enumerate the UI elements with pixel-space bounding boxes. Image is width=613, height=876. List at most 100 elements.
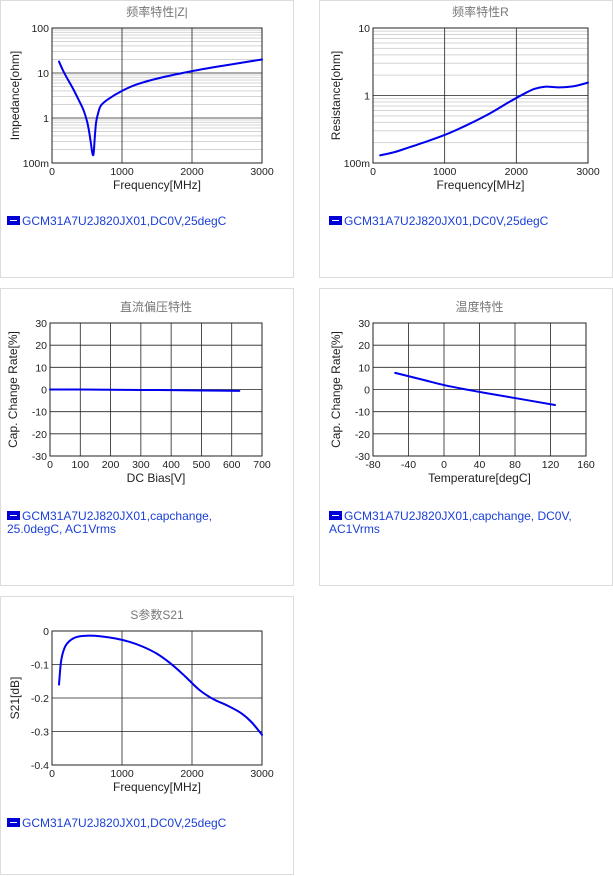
chart-title: 温度特性 xyxy=(455,299,503,314)
x-tick-label: -40 xyxy=(401,459,416,471)
y-tick-label: 10 xyxy=(37,68,49,80)
y-tick-label: 30 xyxy=(35,318,47,330)
legend-temperature[interactable]: GCM31A7U2J820JX01,capchange, DC0V, AC1Vr… xyxy=(329,510,572,536)
chart-panel-resistance: 100m 1 10 0 1000 2000 3000 频率特性R Frequency[MHz] R… xyxy=(319,0,613,278)
y-axis-label: S21[dB] xyxy=(8,677,22,720)
series-line xyxy=(49,388,241,392)
y-tick-label: -30 xyxy=(32,451,47,463)
chart-panel-temperature: -30 -20 -10 0 10 20 30 -80 -40 0 40 80 120 160 温度特性 Tem… xyxy=(319,288,613,586)
legend-swatch-icon xyxy=(7,511,20,520)
y-tick-label: 100m xyxy=(23,158,50,170)
resistance-chart: 100m 1 10 0 1000 2000 3000 频率特性R Frequency[MHz] R… xyxy=(329,4,600,192)
chart-title: 频率特性|Z| xyxy=(126,4,188,19)
x-axis-label: DC Bias[V] xyxy=(127,471,186,485)
y-tick-label: 1 xyxy=(43,113,49,125)
legend-swatch-icon xyxy=(7,818,20,827)
y-tick-label: 10 xyxy=(35,362,47,374)
legend-label-line2: 25.0degC, AC1Vrms xyxy=(7,522,116,536)
legend-swatch-icon xyxy=(7,216,20,225)
x-tick-label: 120 xyxy=(542,459,560,471)
x-tick-label: 500 xyxy=(193,459,211,471)
x-tick-label: 80 xyxy=(509,459,521,471)
x-tick-label: 300 xyxy=(132,459,150,471)
x-tick-label: 0 xyxy=(47,459,53,471)
x-tick-label: 160 xyxy=(577,459,595,471)
x-tick-label: 0 xyxy=(441,459,447,471)
y-tick-label: -30 xyxy=(355,451,370,463)
x-tick-label: 2000 xyxy=(180,166,204,178)
y-tick-label: -10 xyxy=(355,407,370,419)
chart-title: 频率特性R xyxy=(452,4,509,19)
plot-frame xyxy=(372,322,587,457)
x-tick-label: 2000 xyxy=(505,166,529,178)
y-tick-label: 20 xyxy=(358,340,370,352)
legend-dc-bias[interactable]: GCM31A7U2J820JX01,capchange, 25.0degC, A… xyxy=(7,510,212,536)
chart-panel-s21: -0.4 -0.3 -0.2 -0.1 0 0 1000 2000 3000 S参数S21 Freq… xyxy=(0,596,294,875)
y-axis-label: Cap. Change Rate[%] xyxy=(6,331,20,448)
legend-label-line2: AC1Vrms xyxy=(329,522,380,536)
x-tick-label: 40 xyxy=(474,459,486,471)
y-axis-label: Resistance[ohm] xyxy=(329,51,343,140)
y-tick-label: 30 xyxy=(358,318,370,330)
series-line xyxy=(379,81,589,157)
y-tick-label: 0 xyxy=(41,385,47,397)
y-tick-label: -20 xyxy=(355,429,370,441)
legend-resistance[interactable]: GCM31A7U2J820JX01,DC0V,25degC xyxy=(329,215,548,228)
x-tick-label: 400 xyxy=(162,459,180,471)
y-tick-label: -20 xyxy=(32,429,47,441)
y-tick-label: 10 xyxy=(358,23,370,35)
y-tick-label: 0 xyxy=(43,626,49,638)
series-line xyxy=(394,371,556,407)
y-tick-label: 10 xyxy=(358,362,370,374)
x-tick-label: -80 xyxy=(365,459,380,471)
y-tick-label: -0.4 xyxy=(31,760,49,772)
y-tick-label: 100 xyxy=(31,23,49,35)
temperature-chart: -30 -20 -10 0 10 20 30 -80 -40 0 40 80 120 160 温度特性 Tem… xyxy=(329,299,595,485)
x-axis-label: Temperature[degC] xyxy=(428,471,531,485)
x-tick-label: 3000 xyxy=(250,166,274,178)
legend-swatch-icon xyxy=(329,216,342,225)
y-axis-label: Impedance[ohm] xyxy=(8,51,22,140)
x-tick-label: 3000 xyxy=(250,768,274,780)
legend-label: GCM31A7U2J820JX01,capchange, DC0V, xyxy=(344,509,572,523)
x-tick-label: 600 xyxy=(223,459,241,471)
x-tick-label: 2000 xyxy=(180,768,204,780)
y-tick-label: -0.2 xyxy=(31,693,49,705)
plot-frame xyxy=(51,27,263,164)
x-tick-label: 0 xyxy=(49,166,55,178)
x-tick-label: 1000 xyxy=(110,166,134,178)
x-tick-label: 3000 xyxy=(576,166,600,178)
series-line xyxy=(58,58,263,157)
y-tick-label: -0.3 xyxy=(31,727,49,739)
x-tick-label: 700 xyxy=(253,459,271,471)
legend-impedance[interactable]: GCM31A7U2J820JX01,DC0V,25degC xyxy=(7,215,226,228)
chart-panel-impedance: 100m 1 10 100 0 1000 2000 3000 频率特性|Z| Frequency[… xyxy=(0,0,294,278)
y-tick-label: 20 xyxy=(35,340,47,352)
x-axis-label: Frequency[MHz] xyxy=(436,178,524,192)
x-tick-label: 100 xyxy=(72,459,90,471)
x-tick-label: 1000 xyxy=(433,166,457,178)
x-tick-label: 200 xyxy=(102,459,120,471)
x-tick-label: 0 xyxy=(370,166,376,178)
plot-frame xyxy=(372,27,589,164)
legend-swatch-icon xyxy=(329,511,342,520)
y-axis-label: Cap. Change Rate[%] xyxy=(329,331,343,448)
y-tick-label: 100m xyxy=(344,158,371,170)
legend-label: GCM31A7U2J820JX01,capchange, xyxy=(22,509,213,523)
chart-title: S参数S21 xyxy=(130,607,184,622)
y-tick-label: -10 xyxy=(32,407,47,419)
chart-panel-dc-bias: -30 -20 -10 0 10 20 30 0 100 200 300 400 500 600 700 直流… xyxy=(0,288,294,586)
series-line xyxy=(58,634,263,736)
legend-s21[interactable]: GCM31A7U2J820JX01,DC0V,25degC xyxy=(7,817,226,830)
s21-chart: -0.4 -0.3 -0.2 -0.1 0 0 1000 2000 3000 S参数S21 Freq… xyxy=(8,607,274,794)
legend-label: GCM31A7U2J820JX01,DC0V,25degC xyxy=(344,214,549,228)
x-axis-label: Frequency[MHz] xyxy=(113,178,201,192)
x-tick-label: 0 xyxy=(49,768,55,780)
x-axis-label: Frequency[MHz] xyxy=(113,780,201,794)
plot-frame xyxy=(51,630,263,766)
legend-label: GCM31A7U2J820JX01,DC0V,25degC xyxy=(22,214,227,228)
legend-label: GCM31A7U2J820JX01,DC0V,25degC xyxy=(22,816,227,830)
x-tick-label: 1000 xyxy=(110,768,134,780)
